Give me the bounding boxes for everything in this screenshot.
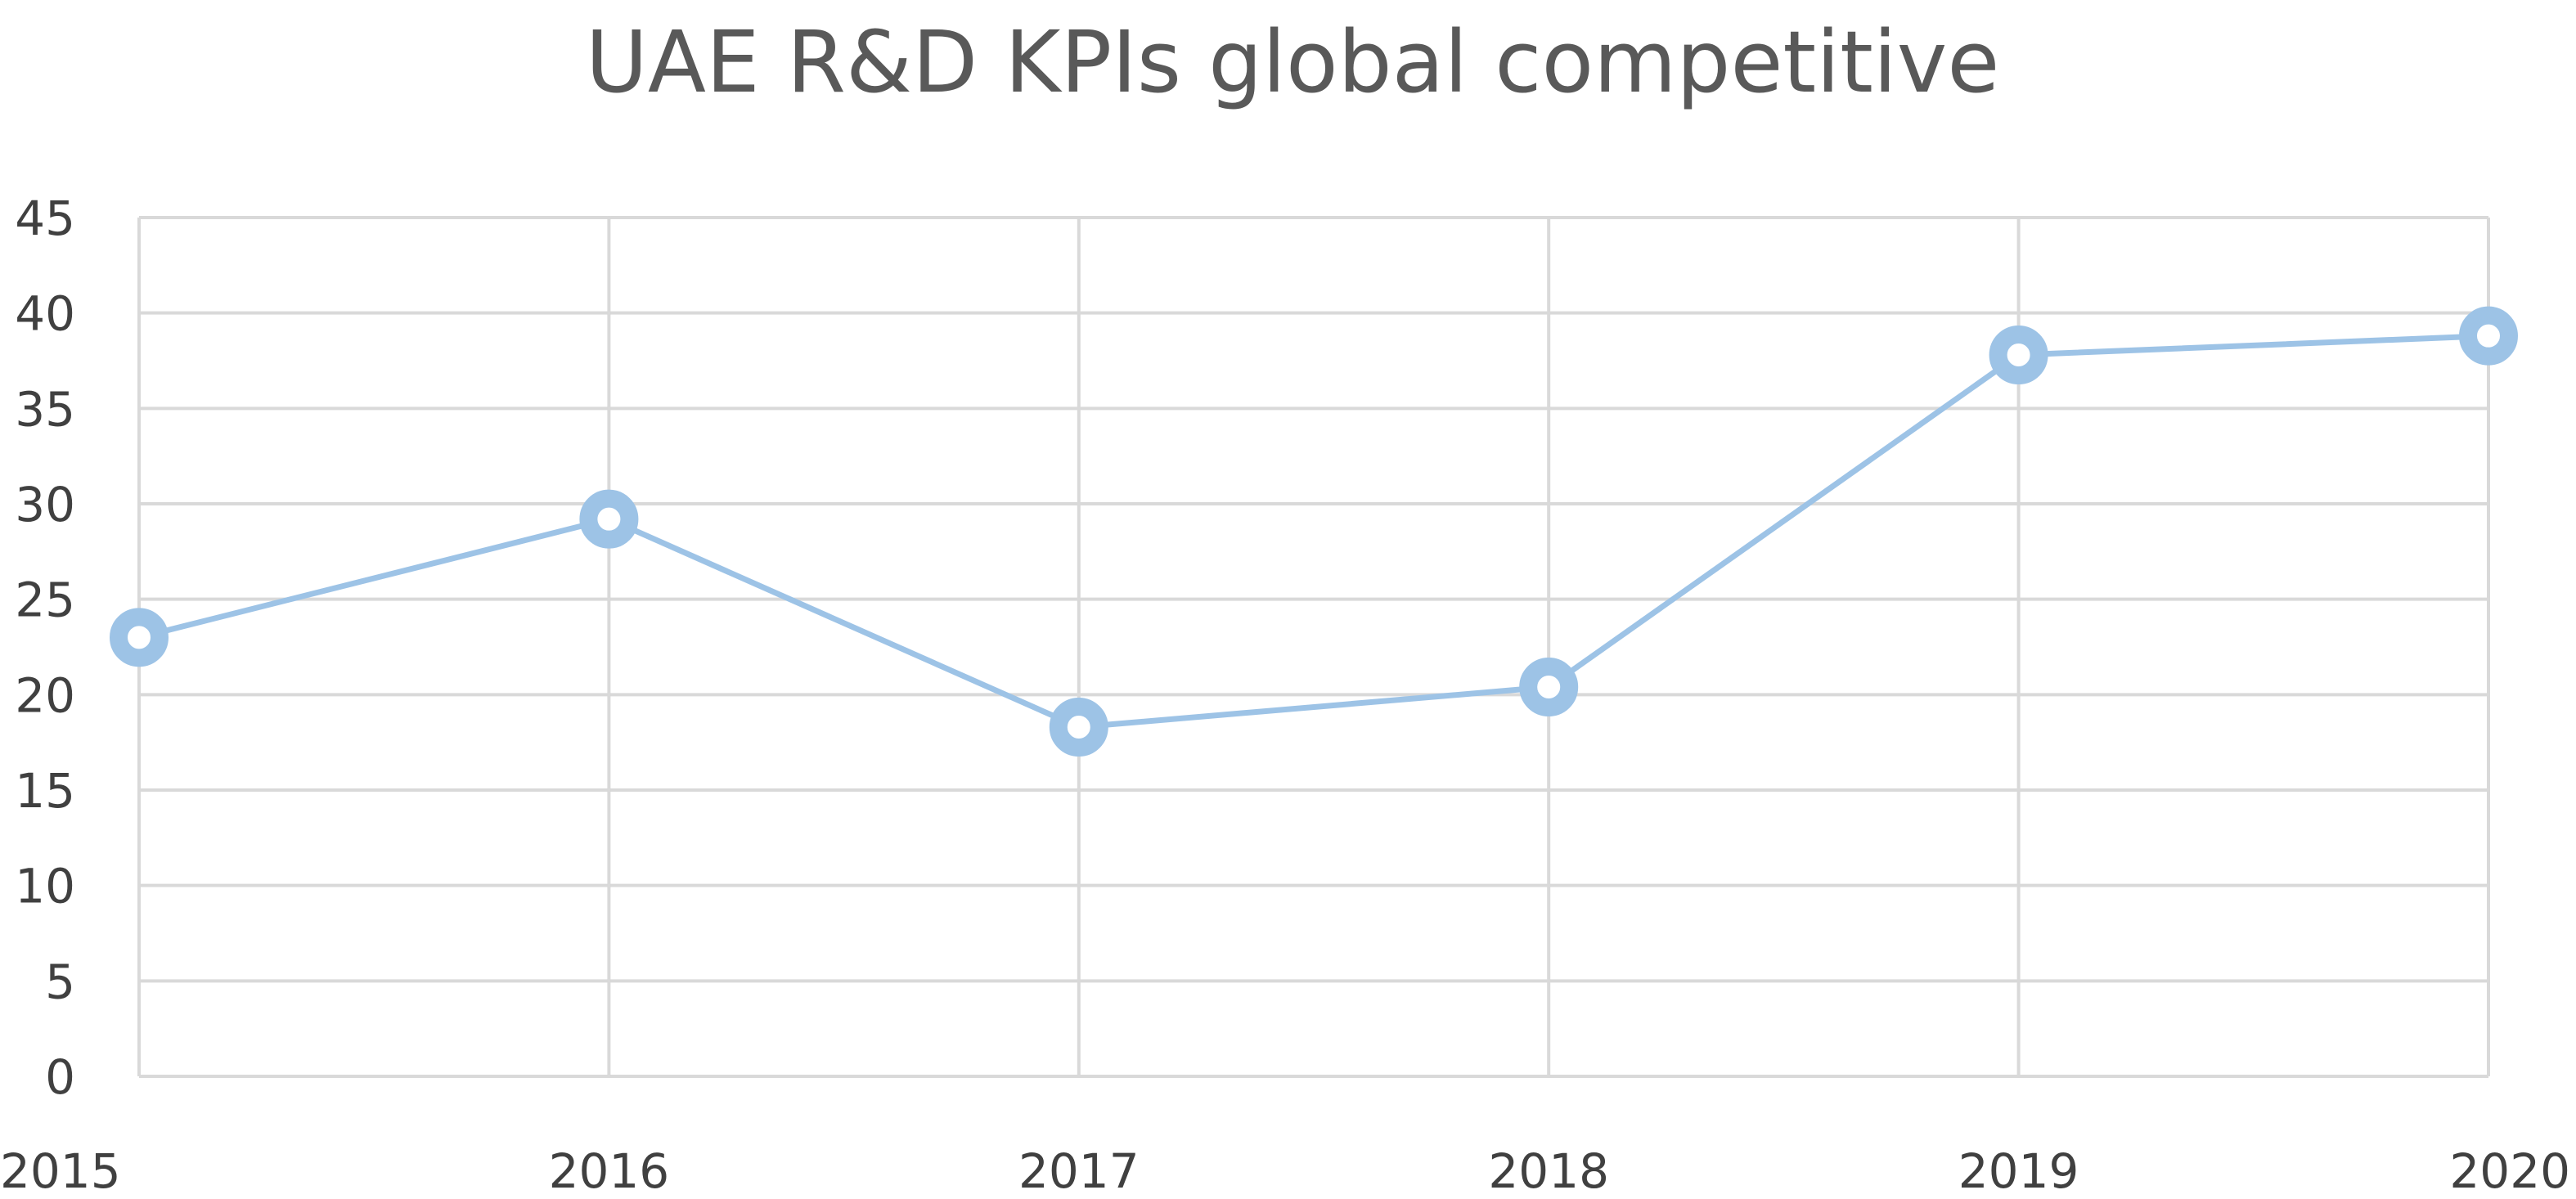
x-tick-label: 2018 <box>1488 1143 1609 1195</box>
data-point <box>1049 698 1108 757</box>
data-point <box>579 489 639 549</box>
series-line <box>138 333 2489 730</box>
y-tick-label: 30 <box>15 477 75 532</box>
data-point <box>1989 326 2048 384</box>
x-tick-label: 2015 <box>0 1143 121 1195</box>
x-tick-label: 2017 <box>1018 1143 1140 1195</box>
data-point <box>2459 306 2518 366</box>
y-tick-label: 40 <box>15 286 75 342</box>
data-point <box>110 608 169 667</box>
chart-title: UAE R&D KPIs global competitive <box>586 12 2000 112</box>
y-tick-label: 10 <box>15 859 75 914</box>
y-tick-label: 25 <box>15 573 75 628</box>
gridlines <box>137 216 2490 1078</box>
y-tick-label: 0 <box>45 1049 75 1105</box>
y-tick-label: 45 <box>15 191 75 246</box>
y-tick-label: 15 <box>15 763 75 819</box>
y-tick-label: 35 <box>15 381 75 437</box>
x-axis-ticks: 2015 2016 2017 2018 2019 2020 <box>0 1143 2570 1199</box>
y-tick-label: 5 <box>45 954 75 1009</box>
series-layer <box>110 306 2518 757</box>
x-tick-label: 2016 <box>549 1143 670 1195</box>
x-tick-label: 2020 <box>2449 1143 2570 1195</box>
data-point <box>1519 658 1579 716</box>
y-axis-ticks: 0 5 10 15 20 25 30 35 40 45 <box>15 191 75 1105</box>
y-tick-label: 20 <box>15 667 75 723</box>
x-tick-label: 2019 <box>1958 1143 2079 1195</box>
